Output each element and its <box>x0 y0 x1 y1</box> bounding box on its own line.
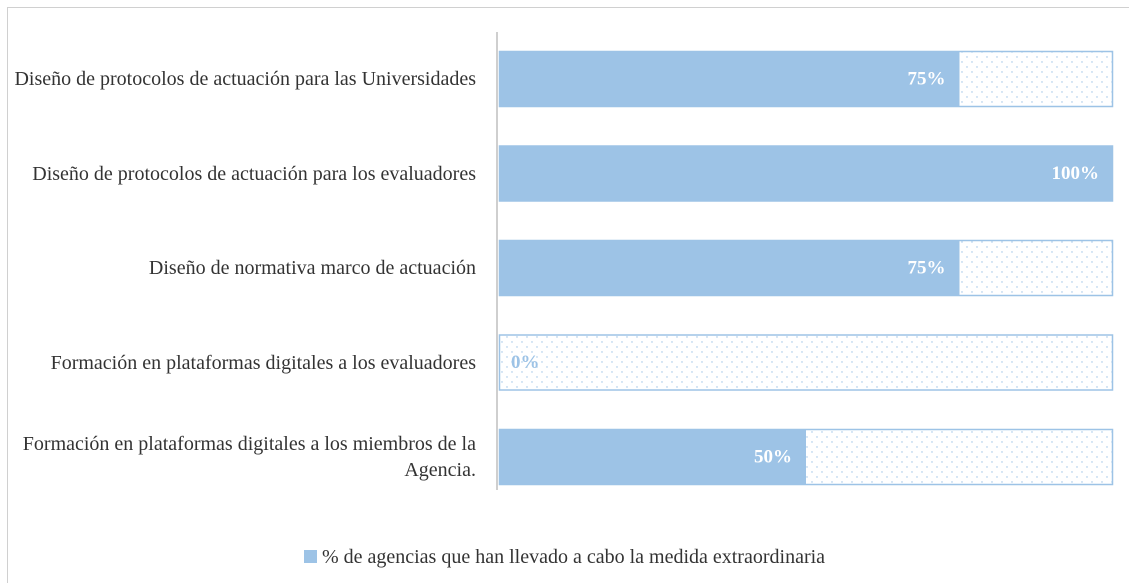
value-label: 75% <box>908 68 946 89</box>
bar <box>499 145 1113 202</box>
value-label: 50% <box>754 446 792 467</box>
category-label: Diseño de protocolos de actuación para l… <box>14 68 476 90</box>
legend: % de agencias que han llevado a cabo la … <box>0 546 1129 569</box>
frame <box>7 7 1129 583</box>
category-label: Formación en plataformas digitales a los… <box>50 351 476 374</box>
legend-swatch <box>303 550 317 563</box>
value-label: 100% <box>1052 163 1100 184</box>
bar <box>499 51 960 107</box>
bar-track <box>498 334 1114 391</box>
category-label: Formación en plataformas digitales a los… <box>22 433 476 481</box>
value-label: 75% <box>908 257 946 278</box>
category-label: Diseño de normativa marco de actuación <box>148 257 476 279</box>
bar <box>499 429 806 485</box>
bar <box>499 240 960 296</box>
value-label: 0% <box>511 352 540 373</box>
category-label: Diseño de protocolos de actuación para l… <box>32 162 476 185</box>
legend-label: % de agencias que han llevado a cabo la … <box>321 546 826 568</box>
